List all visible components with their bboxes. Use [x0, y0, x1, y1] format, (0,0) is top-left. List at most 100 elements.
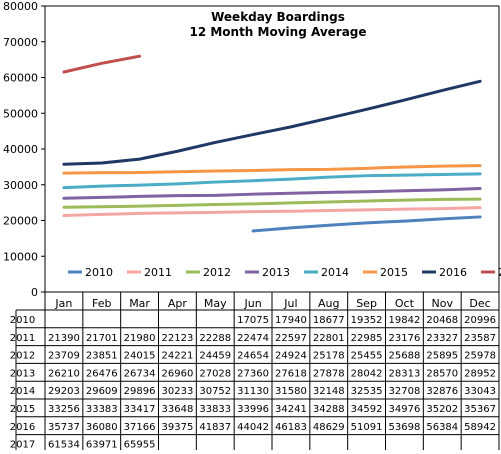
series-line-2017	[62, 54, 142, 74]
table-cell: 23709	[48, 351, 80, 362]
table-cell: 22123	[162, 333, 194, 344]
table-cell: 21390	[48, 333, 80, 344]
table-cell: 48629	[313, 422, 345, 433]
table-row-label-2016: 2016	[10, 422, 35, 433]
table-cell: 22597	[275, 333, 307, 344]
table-cell: 25688	[389, 351, 421, 362]
category-label: Apr	[168, 297, 188, 310]
table-cell: 27028	[199, 368, 231, 379]
series-line-2012	[62, 197, 482, 209]
table-cell: 35737	[48, 422, 80, 433]
y-tick-label: 60000	[3, 72, 38, 85]
table-cell: 20996	[464, 315, 496, 326]
table-cell: 27878	[313, 368, 345, 379]
table-cell: 33996	[237, 404, 269, 415]
table-cell: 32876	[426, 386, 458, 397]
table-cell: 28042	[351, 368, 383, 379]
category-label: Sep	[356, 297, 377, 310]
y-tick-label: 0	[31, 286, 38, 299]
table-cell: 24015	[124, 351, 156, 362]
table-cell: 29609	[86, 386, 118, 397]
legend-label-2011: 2011	[144, 266, 172, 279]
table-cell: 17075	[237, 315, 269, 326]
y-tick-label: 30000	[3, 179, 38, 192]
table-row-label-2010: 2010	[10, 315, 35, 326]
table-cell: 63971	[86, 440, 118, 450]
table-cell: 24459	[199, 351, 231, 362]
table-cell: 26734	[124, 368, 156, 379]
category-label: Feb	[92, 297, 111, 310]
y-tick-label: 40000	[3, 143, 38, 156]
table-cell: 51091	[351, 422, 383, 433]
legend-label-2017: 2017	[498, 266, 501, 279]
table-cell: 61534	[48, 440, 80, 450]
table-cell: 33648	[162, 404, 194, 415]
chart-title: Weekday Boardings	[211, 10, 345, 24]
table-cell: 29203	[48, 386, 80, 397]
table-cell: 22801	[313, 333, 345, 344]
table-cell: 36080	[86, 422, 118, 433]
chart-subtitle: 12 Month Moving Average	[189, 25, 366, 39]
table-cell: 24221	[162, 351, 194, 362]
table-cell: 31580	[275, 386, 307, 397]
category-label: Nov	[432, 297, 454, 310]
table-cell: 34288	[313, 404, 345, 415]
table-cell: 41837	[199, 422, 231, 433]
category-label: Dec	[469, 297, 490, 310]
table-cell: 31130	[237, 386, 269, 397]
table-row-label-2012: 2012	[10, 351, 35, 362]
table-cell: 35367	[464, 404, 496, 415]
table-row-label-2011: 2011	[10, 333, 35, 344]
table-cell: 25178	[313, 351, 345, 362]
table-cell: 37166	[124, 422, 156, 433]
legend-label-2016: 2016	[439, 266, 467, 279]
table-cell: 23327	[426, 333, 458, 344]
table-cell: 44042	[237, 422, 269, 433]
table-cell: 33417	[124, 404, 156, 415]
table-cell: 33043	[464, 386, 496, 397]
table-cell: 19842	[389, 315, 421, 326]
table-cell: 24654	[237, 351, 269, 362]
table-cell: 23851	[86, 351, 118, 362]
legend-label-2015: 2015	[380, 266, 408, 279]
table-cell: 17940	[275, 315, 307, 326]
table-cell: 26210	[48, 368, 80, 379]
y-tick-label: 70000	[3, 36, 38, 49]
series-line-2010	[251, 215, 482, 233]
y-tick-label: 80000	[3, 0, 38, 13]
y-tick-label: 50000	[3, 107, 38, 120]
table-cell: 26476	[86, 368, 118, 379]
series-line-2016	[62, 79, 482, 166]
series-line-2015	[62, 164, 482, 175]
legend-label-2014: 2014	[321, 266, 349, 279]
table-cell: 25978	[464, 351, 496, 362]
table-cell: 19352	[351, 315, 383, 326]
legend-label-2013: 2013	[262, 266, 290, 279]
table-cell: 27360	[237, 368, 269, 379]
table-cell: 24924	[275, 351, 307, 362]
table-cell: 65955	[124, 440, 156, 450]
table-cell: 34241	[275, 404, 307, 415]
table-cell: 32535	[351, 386, 383, 397]
table-cell: 46183	[275, 422, 307, 433]
table-cell: 26960	[162, 368, 194, 379]
category-label: Mar	[129, 297, 150, 310]
table-cell: 28570	[426, 368, 458, 379]
series-line-2011	[62, 206, 482, 218]
table-cell: 21980	[124, 333, 156, 344]
table-cell: 28952	[464, 368, 496, 379]
table-cell: 22985	[351, 333, 383, 344]
table-cell: 23176	[389, 333, 421, 344]
table-cell: 33383	[86, 404, 118, 415]
table-cell: 27618	[275, 368, 307, 379]
table-cell: 34592	[351, 404, 383, 415]
table-cell: 32708	[389, 386, 421, 397]
table-cell: 53698	[389, 422, 421, 433]
table-cell: 23587	[464, 333, 496, 344]
table-cell: 33256	[48, 404, 80, 415]
table-cell: 22288	[199, 333, 231, 344]
legend-label-2010: 2010	[85, 266, 113, 279]
table-cell: 25455	[351, 351, 383, 362]
table-cell: 22474	[237, 333, 269, 344]
